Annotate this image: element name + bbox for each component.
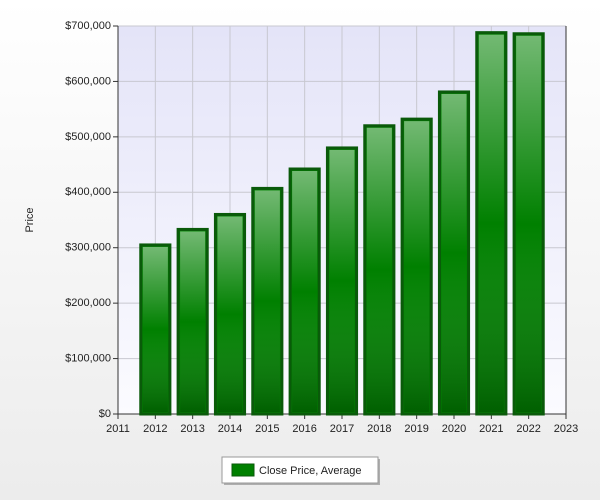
bar-shade (142, 246, 168, 412)
x-tick-label: 2014 (218, 423, 242, 435)
y-tick-label: $0 (99, 408, 111, 420)
y-axis-label: Price (24, 207, 36, 232)
legend-swatch (231, 463, 255, 477)
y-tick-label: $700,000 (65, 20, 111, 32)
bar-shade (329, 149, 355, 412)
bar-shade (404, 121, 430, 413)
x-tick-label: 2015 (255, 423, 279, 435)
y-tick-label: $600,000 (65, 75, 111, 87)
x-tick-label: 2020 (442, 423, 466, 435)
legend-label: Close Price, Average (259, 465, 362, 477)
bar-shade (516, 35, 542, 412)
y-tick-label: $300,000 (65, 242, 111, 254)
bar-shade (254, 190, 280, 412)
x-tick-label: 2018 (367, 423, 391, 435)
bar-shade (292, 171, 318, 412)
bar-shade (366, 127, 392, 413)
x-tick-label: 2022 (516, 423, 540, 435)
x-tick-label: 2021 (479, 423, 503, 435)
x-tick-label: 2011 (106, 423, 130, 435)
x-tick-label: 2019 (404, 423, 428, 435)
y-tick-label: $500,000 (65, 131, 111, 143)
x-tick-label: 2016 (292, 423, 316, 435)
x-tick-label: 2012 (143, 423, 167, 435)
x-tick-label: 2013 (180, 423, 204, 435)
x-tick-label: 2023 (554, 423, 578, 435)
bar-shade (180, 231, 206, 412)
y-tick-label: $200,000 (65, 297, 111, 309)
bar-shade (441, 93, 467, 413)
bar-shade (217, 216, 243, 412)
bar-shade (478, 34, 504, 412)
legend: Close Price, Average (221, 456, 380, 485)
y-tick-label: $100,000 (65, 352, 111, 364)
y-tick-label: $400,000 (65, 186, 111, 198)
x-tick-label: 2017 (330, 423, 354, 435)
